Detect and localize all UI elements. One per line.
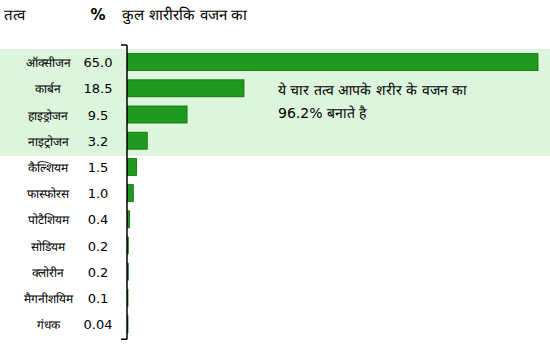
- data-label: 0.2: [88, 265, 109, 280]
- data-label: 0.04: [84, 317, 113, 332]
- category-label: कार्बन: [35, 82, 61, 96]
- axis-cap: [121, 338, 127, 340]
- bar: [127, 80, 244, 97]
- category-label: सोडियम: [31, 240, 66, 254]
- category-header: तत्व: [4, 6, 26, 24]
- chart: तत्व% कुल शारीरकि वजन का ऑक्सीजन 65.0 कार्बन…: [0, 0, 550, 352]
- bar: [127, 185, 133, 202]
- range-line: [127, 339, 538, 340]
- title: कुल शारीरकि वजन का: [122, 6, 248, 25]
- category-label: कैल्शियम: [28, 161, 69, 175]
- bar: [127, 106, 187, 123]
- category-label: फास्फोरस: [27, 187, 70, 201]
- category-label: पोटैशियम: [28, 213, 70, 227]
- category-label: गंधक: [37, 318, 61, 332]
- category-label: क्लोरीन: [32, 266, 64, 280]
- category-label: मैगनीशयिम: [24, 292, 74, 306]
- highlight-band: [0, 49, 550, 156]
- annotation: ये चार तत्व आपके शरीर के वजन का: [278, 82, 467, 98]
- bar: [127, 158, 136, 175]
- data-label: 0.2: [88, 239, 109, 254]
- data-label: 18.5: [84, 81, 113, 96]
- annotation: 96.2% बनाते है: [278, 105, 367, 121]
- bar: [127, 132, 147, 149]
- bars: [127, 54, 538, 333]
- bar: [127, 54, 538, 71]
- category-label: ऑक्सीजन: [26, 56, 71, 70]
- data-label: 9.5: [88, 108, 109, 123]
- value-header: %: [90, 6, 105, 24]
- axis-line: [126, 45, 128, 339]
- category-label: हाइड्रोजन: [28, 109, 68, 123]
- data-label: 3.2: [88, 134, 109, 149]
- data-label: 1.0: [88, 186, 109, 201]
- data-label: 1.5: [88, 160, 109, 175]
- axis-cap: [121, 44, 127, 46]
- data-label: 0.1: [88, 291, 109, 306]
- data-label: 0.4: [88, 212, 109, 227]
- data-label: 65.0: [84, 55, 113, 70]
- category-label: नाइट्रोजन: [28, 135, 69, 149]
